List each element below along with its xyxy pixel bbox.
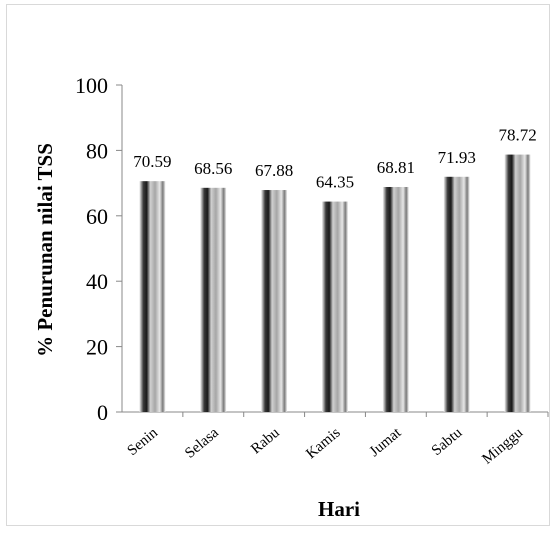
x-tick-label: Minggu bbox=[479, 424, 526, 467]
bar bbox=[504, 154, 531, 412]
data-label: 64.35 bbox=[316, 173, 354, 192]
data-label: 68.56 bbox=[194, 159, 232, 178]
y-tick-label: 40 bbox=[86, 269, 108, 294]
bars bbox=[139, 154, 531, 412]
x-tick-label: Jumat bbox=[367, 424, 405, 460]
x-tick-label: Kamis bbox=[303, 425, 343, 463]
x-tick-label: Rabu bbox=[248, 424, 283, 457]
bar bbox=[200, 187, 227, 412]
bar bbox=[382, 186, 409, 412]
data-label: 68.81 bbox=[377, 158, 415, 177]
x-tick-label: Selasa bbox=[182, 425, 222, 462]
y-axis-ticks: 0 20 40 60 80 100 bbox=[75, 73, 122, 425]
bar bbox=[139, 181, 166, 412]
value-labels: 70.59 68.56 67.88 64.35 68.81 71.93 78.72 bbox=[133, 126, 536, 192]
y-axis-title: % Penurunan nilai TSS bbox=[33, 143, 57, 357]
data-label: 78.72 bbox=[498, 126, 536, 145]
y-tick-label: 60 bbox=[86, 204, 108, 229]
x-tick-label: Sabtu bbox=[429, 424, 466, 459]
bar bbox=[261, 190, 288, 412]
x-axis-title: Hari bbox=[318, 497, 360, 521]
y-tick-label: 20 bbox=[86, 335, 108, 360]
y-tick-label: 100 bbox=[75, 73, 108, 98]
data-label: 71.93 bbox=[438, 148, 476, 167]
y-tick-label: 80 bbox=[86, 138, 108, 163]
bar bbox=[443, 176, 470, 412]
y-tick-label: 0 bbox=[97, 400, 108, 425]
data-label: 67.88 bbox=[255, 161, 293, 180]
bar bbox=[322, 201, 348, 412]
x-tick-label: Senin bbox=[125, 424, 162, 459]
data-label: 70.59 bbox=[133, 152, 171, 171]
x-axis-ticks: Senin Selasa Rabu Kamis Jumat Sabtu Minggu bbox=[125, 412, 549, 468]
